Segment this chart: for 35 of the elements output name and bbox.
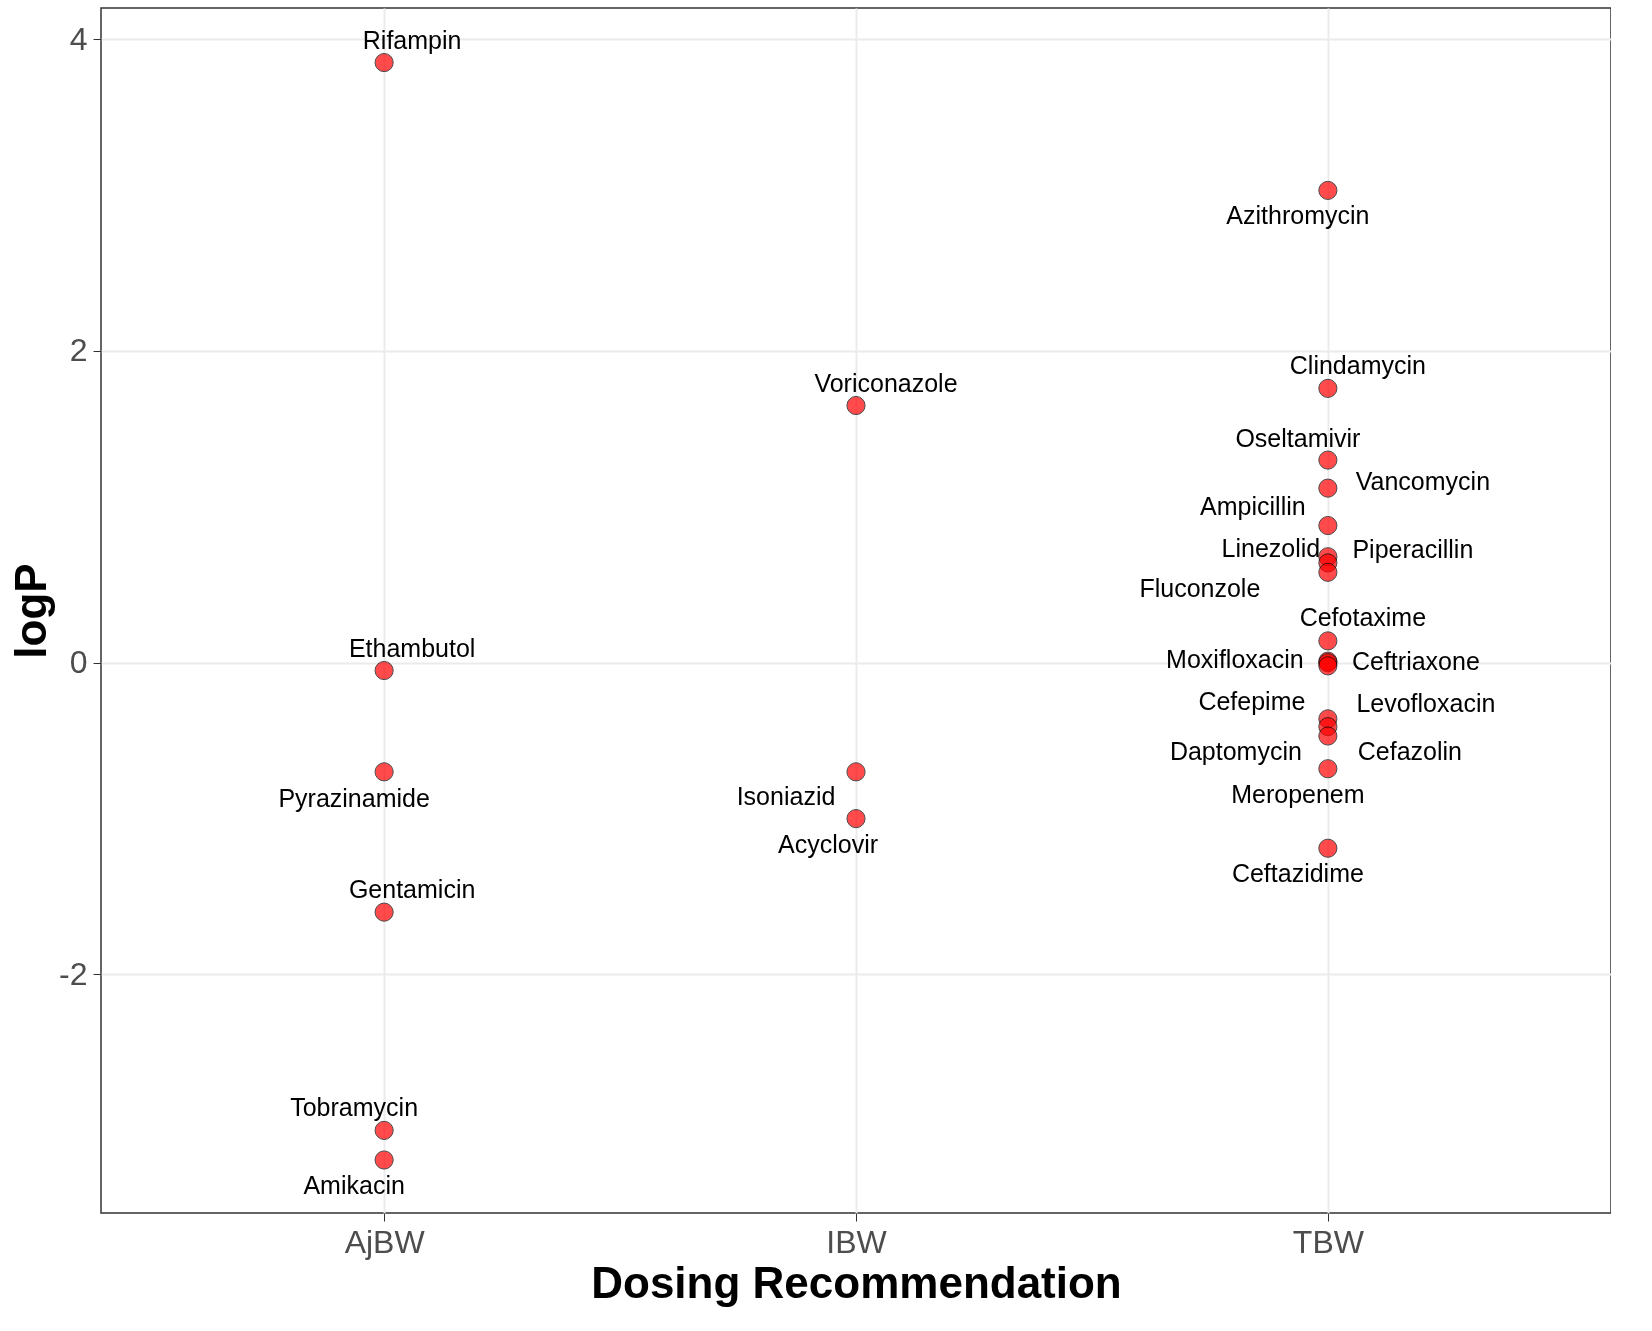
y-tick-label: 4 [69, 20, 88, 57]
annotation: Ampicillin [1200, 491, 1306, 520]
y-tick-label: 0 [69, 644, 88, 681]
annotation: Rifampin [362, 25, 462, 54]
annotation: Ceftazidime [1231, 859, 1364, 888]
annotation: Linezolid [1221, 533, 1321, 562]
annotation: Amikacin [303, 1171, 405, 1199]
annotation: Daptomycin [1169, 736, 1302, 765]
annotation: Acyclovir [777, 829, 879, 858]
annotation: Ceftriaxone [1351, 646, 1480, 675]
y-tick-label: -2 [59, 955, 88, 992]
annotation: Pyrazinamide [278, 783, 430, 812]
annotation: Oseltamivir [1235, 424, 1361, 453]
annotation: Vancomycin [1355, 467, 1491, 496]
annotation: Voriconazole [814, 368, 958, 397]
annotation: Cefotaxime [1299, 602, 1427, 631]
annotation: Ethambutol [348, 633, 476, 662]
annotation: Tobramycin [290, 1093, 419, 1122]
annotation: Cefazolin [1357, 736, 1462, 765]
x-tick-label: AjBW [344, 1223, 426, 1260]
annotation: Moxifloxacin [1166, 645, 1304, 674]
annotation: Gentamicin [348, 875, 476, 904]
annotation: Meropenem [1231, 779, 1365, 808]
annotation: Azithromycin [1226, 201, 1370, 230]
x-tick-label: IBW [826, 1223, 888, 1260]
y-tick-label: 2 [69, 332, 88, 369]
annotation: Piperacillin [1352, 534, 1474, 563]
x-axis-title: Dosing Recommendation [591, 1257, 1122, 1307]
y-axis-title: logP [6, 563, 56, 659]
annotation: Fluconzole [1139, 574, 1261, 603]
x-tick-label: TBW [1292, 1223, 1365, 1260]
annotation: Clindamycin [1289, 351, 1426, 380]
annotation: Isoniazid [736, 781, 836, 810]
annotation: Cefepime [1198, 686, 1306, 715]
annotation: Levofloxacin [1356, 688, 1496, 717]
